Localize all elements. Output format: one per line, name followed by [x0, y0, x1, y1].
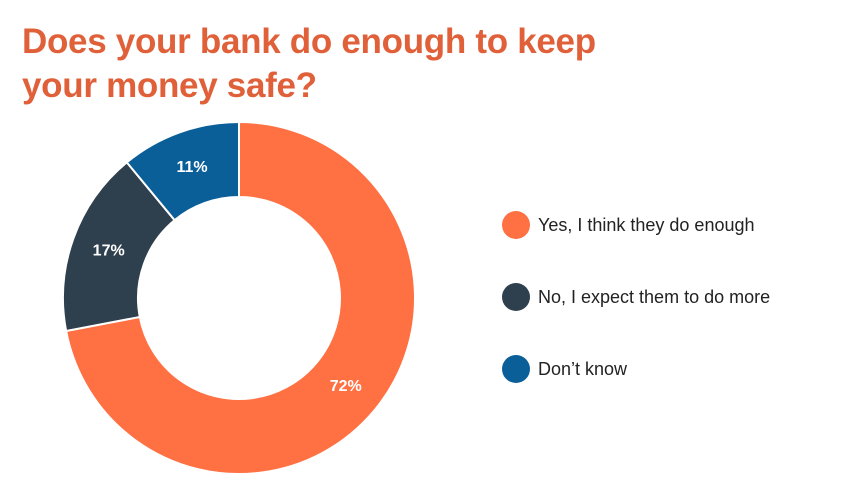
legend-label: Don’t know — [538, 358, 628, 379]
legend-swatch — [502, 211, 530, 239]
slice-value-label-3: 11% — [177, 159, 208, 176]
slice-value-label-2: 17% — [93, 243, 125, 260]
legend-swatch — [502, 355, 530, 383]
legend-label: No, I expect them to do more — [538, 286, 771, 307]
legend-item-1: Yes, I think they do enough — [502, 209, 770, 241]
donut-slice-3 — [125, 120, 240, 222]
legend-item-3: Don’t know — [502, 353, 770, 385]
slice-value-label-1: 72% — [330, 378, 362, 395]
legend-label: Yes, I think they do enough — [538, 214, 755, 235]
legend-item-2: No, I expect them to do more — [502, 281, 770, 313]
chart-legend: Yes, I think they do enough No, I expect … — [502, 209, 770, 425]
donut-slice-2 — [62, 160, 177, 333]
chart-title: Does your bank do enough to keep your mo… — [22, 22, 596, 105]
donut-slice-1 — [64, 120, 416, 475]
legend-swatch — [502, 283, 530, 311]
